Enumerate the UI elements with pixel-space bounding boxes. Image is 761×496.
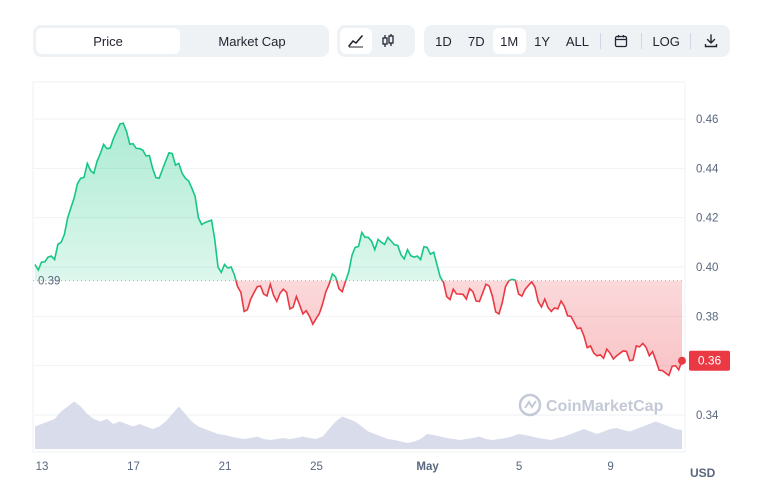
y-tick-label: 0.34 [696, 410, 719, 422]
range-all-button[interactable]: ALL [565, 33, 589, 49]
y-tick-label: 0.42 [696, 213, 718, 225]
range-1d-button[interactable]: 1D [435, 33, 452, 49]
y-axis: 0.34 0.36 0.38 0.40 0.42 0.44 0.46 [696, 114, 719, 422]
y-tick-label: 0.40 [696, 262, 718, 274]
toolbar-divider [641, 33, 643, 49]
x-axis: 13 17 21 25 May 5 9 [36, 461, 614, 473]
price-line [34, 122, 683, 377]
price-line-up [34, 122, 532, 281]
watermark: CoinMarketCap [518, 393, 664, 417]
y-tick-label: 0.46 [696, 114, 718, 126]
x-tick-label: 21 [219, 461, 232, 473]
line-chart-icon[interactable] [340, 28, 372, 54]
y-tick-label: 0.44 [696, 163, 719, 175]
x-tick-label: 13 [36, 461, 49, 473]
reference-label: 0.39 [38, 276, 60, 288]
x-tick-label: 25 [310, 461, 323, 473]
price-area-up [35, 123, 516, 281]
range-1m-button[interactable]: 1M [492, 28, 526, 54]
toolbar-divider [600, 33, 602, 49]
current-price-label: 0.36 [698, 354, 722, 368]
x-tick-label: 9 [607, 461, 613, 473]
toolbar-divider [690, 33, 692, 49]
range-1y-button[interactable]: 1Y [534, 33, 551, 49]
metric-tabs: Price Market Cap [33, 25, 329, 57]
y-tick-label: 0.38 [696, 311, 718, 323]
current-price-badge [689, 350, 730, 371]
current-price-marker: 0.36 [678, 350, 730, 371]
calendar-icon[interactable] [605, 28, 637, 54]
x-tick-label: 17 [127, 461, 140, 473]
chart-type-toggle [337, 25, 415, 57]
tab-price[interactable]: Price [36, 28, 180, 54]
candlestick-icon[interactable] [372, 28, 404, 54]
tab-market-cap[interactable]: Market Cap [218, 33, 286, 49]
price-fill [35, 123, 682, 376]
price-area-down [35, 280, 682, 376]
range-selector: 1D 7D 1M 1Y ALL LOG [424, 25, 730, 57]
currency-label: USD [690, 466, 716, 480]
volume-shape [35, 401, 682, 449]
log-scale-button[interactable]: LOG [652, 33, 680, 49]
download-icon[interactable] [695, 28, 727, 54]
price-line-down [235, 280, 683, 377]
range-7d-button[interactable]: 7D [468, 33, 485, 49]
volume-area [35, 401, 682, 449]
x-tick-label: May [416, 461, 439, 473]
x-tick-label: 5 [516, 461, 522, 473]
watermark-text: CoinMarketCap [546, 398, 664, 415]
current-price-dot [678, 356, 686, 365]
